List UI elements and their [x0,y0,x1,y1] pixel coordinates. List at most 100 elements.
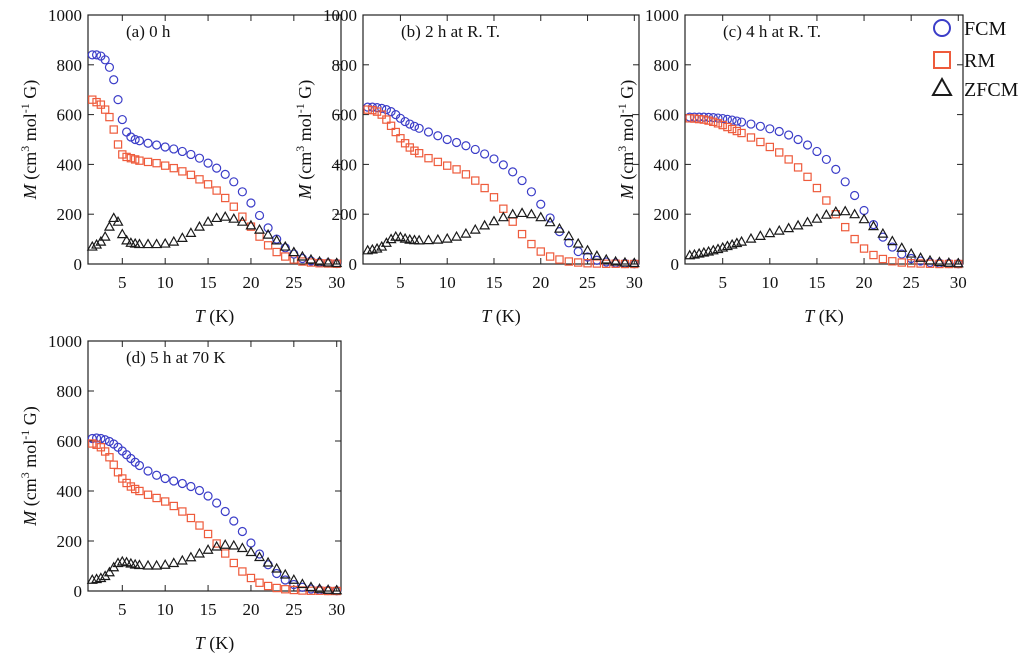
y-tick-label: 600 [654,106,680,125]
data-point-zfcm [253,223,266,234]
data-point-zfcm [112,557,124,568]
data-point-rm [756,137,765,147]
data-point-fcm [831,164,841,174]
data-point-fcm [280,243,290,253]
x-tick-label: 5 [718,273,727,292]
data-point-rm [109,125,118,134]
data-point-zfcm [736,235,748,246]
data-point-rm [203,180,213,189]
x-tick-label: 30 [626,273,643,292]
data-point-zfcm [133,238,145,249]
data-point-rm [169,501,178,511]
data-point-zfcm [924,254,936,265]
y-axis-label: M (cm3 mol-1 G) [18,80,41,201]
data-point-fcm [306,584,316,594]
data-point-rm [281,252,290,261]
data-point-rm [916,259,925,268]
data-point-zfcm [95,235,107,246]
data-point-fcm [177,478,187,489]
data-point-fcm [395,113,406,123]
data-point-rm [289,585,299,595]
data-point-fcm [840,177,850,187]
data-point-fcm [177,146,187,157]
data-point-fcm [897,249,907,259]
x-tick-label: 30 [950,273,967,292]
data-point-rm [255,578,264,587]
data-point-rm [169,163,178,173]
data-point-rm [545,252,555,261]
x-tick-label: 10 [157,600,174,619]
data-point-rm [118,150,127,159]
data-point-fcm [461,141,471,151]
data-point-zfcm [202,544,214,554]
data-point-fcm [100,435,110,445]
data-point-zfcm [185,227,197,237]
data-point-zfcm [544,216,556,227]
data-point-rm [96,100,106,109]
data-point-zfcm [228,212,240,223]
x-tick-label: 20 [242,600,259,619]
panel-b: 0 200 400 600 800 1000 5 10 15 20 25 30 (b) 2 h at R… [293,6,643,327]
data-point-zfcm [497,211,509,222]
data-point-rm [105,112,114,122]
data-point-fcm [765,124,775,134]
data-point-zfcm [422,234,435,245]
data-point-rm [126,153,136,163]
series-fcm [87,433,342,596]
data-point-rm [382,115,391,124]
y-tick-label: 0 [671,255,680,274]
x-tick-label: 15 [485,273,502,292]
data-point-zfcm [839,205,851,216]
data-point-zfcm [820,208,832,219]
data-point-zfcm [441,232,453,243]
data-point-fcm [489,154,499,164]
x-tick-label: 5 [396,273,405,292]
data-point-zfcm [314,255,326,266]
data-point-rm [869,250,878,260]
data-point-fcm [212,163,222,173]
data-point-zfcm [219,539,231,549]
data-point-zfcm [296,578,308,589]
data-point-rm [255,232,264,241]
data-point-zfcm [95,572,107,583]
plot-frame [684,14,964,265]
y-tick-label: 600 [57,106,83,125]
data-point-fcm [229,516,239,526]
data-point-zfcm [296,250,308,261]
data-point-rm [368,105,377,115]
data-point-fcm [254,210,265,221]
data-point-rm [480,183,489,193]
data-point-rm [727,124,737,134]
data-point-rm [713,119,723,128]
data-point-fcm [143,138,153,148]
data-point-zfcm [553,222,566,233]
y-axis-label: M (cm3 mol-1 G) [18,406,41,527]
data-point-rm [452,165,461,174]
data-point-zfcm [460,227,472,238]
data-point-rm [178,167,187,176]
data-point-fcm [91,50,102,60]
data-point-rm [263,241,273,250]
data-point-rm [400,139,410,148]
data-point-rm [160,161,170,170]
data-point-fcm [850,190,860,201]
data-point-rm [410,146,419,155]
data-point-fcm [87,50,97,60]
y-tick-label: 200 [57,532,83,551]
x-tick-label: 20 [856,273,873,292]
data-point-rm [152,493,161,503]
data-point-fcm [246,538,256,548]
data-point-zfcm [99,230,111,241]
data-point-fcm [272,568,282,579]
data-point-rm [363,105,372,114]
data-point-zfcm [103,566,115,577]
data-point-zfcm [211,212,223,223]
data-point-zfcm [525,208,537,219]
data-point-fcm [545,213,555,223]
data-point-zfcm [86,240,98,251]
data-point-zfcm [507,208,519,219]
data-point-fcm [203,158,213,168]
data-point-zfcm [193,547,206,558]
data-point-fcm [573,246,583,257]
data-point-rm [272,583,281,593]
